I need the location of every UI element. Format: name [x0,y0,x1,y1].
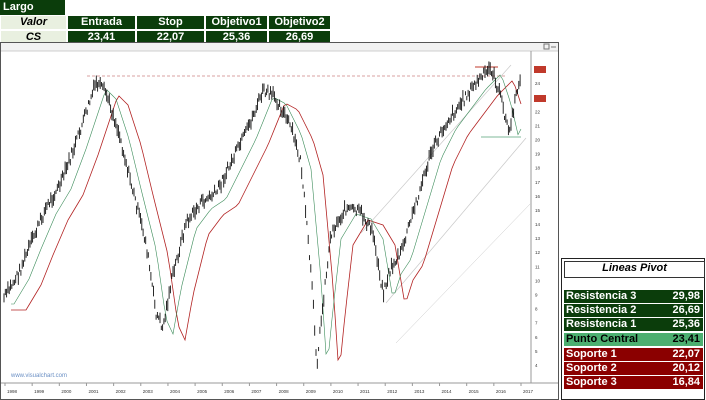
support-3-row: Soporte 3 16,84 [564,376,703,389]
price-tick-label: 12 [535,250,541,255]
chart-info-bar [1,43,558,51]
resistance-1-row: Resistencia 1 25,36 [564,318,703,331]
price-tick-label: 4 [535,363,538,368]
price-chart[interactable]: 25242322212019181716151413121110987654 1… [0,42,559,400]
time-tick-label: 2005 [197,389,208,394]
resistance-3-label: Resistencia 3 [566,290,637,302]
price-tick-label: 6 [535,335,538,340]
channel-upper-line [360,64,512,234]
resistance-3-row: Resistencia 3 29,98 [564,290,703,303]
time-tick-label: 2002 [116,389,127,394]
moving-averages [11,74,522,362]
price-tick-label: 16 [535,194,541,199]
price-tick-label: 22 [535,109,541,114]
fast-moving-average [11,74,522,355]
time-tick-label: 1999 [34,389,45,394]
price-tick-label: 7 [535,321,538,326]
price-tick-label: 20 [535,137,541,142]
price-axis-labels: 25242322212019181716151413121110987654 [535,67,541,368]
price-tick-label: 10 [535,278,541,283]
resistance-1-value: 25,36 [672,318,700,330]
price-tick-label: 11 [535,264,540,269]
channel-lower-line [385,137,527,304]
price-tick-label: 17 [535,180,541,185]
time-tick-label: 2015 [469,389,480,394]
time-tick-label: 2010 [333,389,344,394]
time-tick-label: 2014 [442,389,453,394]
time-tick-label: 2004 [170,389,181,394]
time-tick-label: 2003 [143,389,154,394]
support-1-label: Soporte 1 [566,348,617,360]
column-header-stop: Stop [136,15,205,30]
time-tick-label: 2012 [387,389,398,394]
slow-moving-average [11,80,522,362]
watermark: www.visualchart.com [10,373,67,379]
support-3-value: 16,84 [672,376,700,388]
time-tick-label: 2011 [360,389,370,394]
resistance-2-row: Resistencia 2 26,69 [564,304,703,317]
trend-channel [360,64,532,344]
price-tick-label: 24 [535,81,541,86]
time-tick-label: 2013 [414,389,425,394]
price-tick-label: 9 [535,293,538,298]
column-header-entrada: Entrada [67,15,136,30]
pivot-panel: Lineas Pivot Resistencia 3 29,98 Resiste… [561,258,705,400]
pivot-title: Lineas Pivot [564,261,705,278]
support-2-label: Soporte 2 [566,362,617,374]
support-1-row: Soporte 1 22,07 [564,348,703,361]
price-tick-label: 15 [535,208,541,213]
chart-canvas[interactable]: 25242322212019181716151413121110987654 1… [1,43,558,399]
chart-maximize-icon[interactable] [543,43,550,50]
time-tick-label: 2016 [496,389,507,394]
price-tick-label: 21 [535,123,541,128]
cell-stop: 22,07 [136,30,205,44]
column-header-objetivo2: Objetivo2 [268,15,331,30]
time-tick-label: 2000 [61,389,72,394]
central-point-label: Punto Central [566,333,639,345]
time-tick-label: 2007 [251,389,262,394]
cell-entrada: 23,41 [67,30,136,44]
central-point-row: Punto Central 23,41 [564,333,703,346]
time-tick-label: 2017 [523,389,534,394]
resistance-2-label: Resistencia 2 [566,304,637,316]
time-tick-label: 2001 [88,389,99,394]
support-3-label: Soporte 3 [566,376,617,388]
central-point-value: 23,41 [672,333,700,345]
time-tick-label: 2009 [306,389,317,394]
time-axis-labels: 1998 1999 2000 2001 2002 2003 2004 2005 2006 2007… [4,383,534,394]
column-header-objetivo1: Objetivo1 [205,15,268,30]
price-tick-label: 13 [535,236,541,241]
channel-outer-line [395,202,532,344]
column-header-valor: Valor [0,15,67,30]
resistance-1-label: Resistencia 1 [566,318,637,330]
resistance-3-value: 29,98 [672,290,700,302]
support-1-value: 22,07 [672,348,700,360]
last-price-marker [534,66,546,73]
price-tick-label: 19 [535,152,541,157]
price-tick-label: 5 [535,349,538,354]
time-tick-label: 1998 [7,389,18,394]
support-2-value: 20,12 [672,362,700,374]
resistance-2-value: 26,69 [672,304,700,316]
support-2-row: Soporte 2 20,12 [564,362,703,375]
time-tick-label: 2006 [224,389,235,394]
price-tick-label: 18 [535,166,541,171]
strategy-title: Largo [0,0,65,15]
price-bars [3,61,521,369]
time-tick-label: 2008 [279,389,290,394]
price-tick-label: 14 [535,222,541,227]
ma-price-marker [534,95,546,102]
price-tick-label: 8 [535,307,538,312]
